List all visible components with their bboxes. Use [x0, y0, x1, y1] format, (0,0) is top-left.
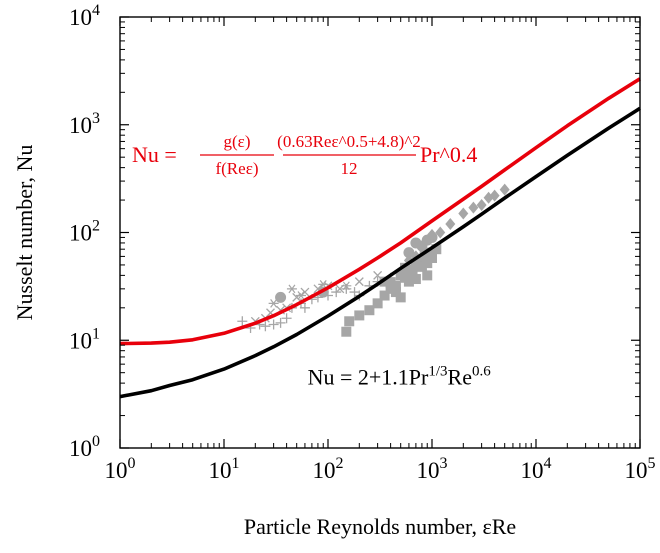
y-tick-label: 100 — [69, 433, 100, 461]
scatter-point-square — [379, 290, 390, 301]
red-eq-frac1-num: g(ε) — [224, 132, 251, 151]
tick-layer: 100 101 102 103 104 105 100 101 102 103 104 — [69, 2, 656, 483]
scatter-point-diamond — [476, 198, 487, 211]
curve-layer — [119, 77, 641, 399]
x-tick-label: 105 — [625, 455, 656, 483]
black-curve — [119, 106, 641, 399]
scatter-point-diamond — [458, 207, 469, 220]
label-layer: Particle Reynolds number, εRe Nusselt nu… — [12, 145, 516, 539]
x-tick-label: 102 — [313, 455, 344, 483]
scatter-point-square — [379, 276, 390, 287]
scatter-point-square — [399, 262, 410, 273]
scatter-point-diamond — [483, 191, 494, 204]
red-eq-lhs: Nu = — [132, 142, 177, 167]
scatter-point-plus — [237, 316, 248, 327]
scatter-point-square — [385, 277, 396, 288]
scatter-point-square — [344, 316, 355, 327]
black-curve-equation: Nu = 2+1.1Pr1/3Re0.6 — [308, 364, 492, 390]
scatter-point-diamond — [499, 183, 510, 196]
scatter-point-square — [416, 261, 427, 272]
x-tick-label: 103 — [417, 455, 448, 483]
scatter-point-square — [390, 280, 401, 291]
y-tick-label: 104 — [69, 2, 100, 30]
scatter-point-asterisk — [286, 284, 297, 294]
y-tick-label: 101 — [69, 325, 100, 353]
y-tick-label: 102 — [69, 218, 100, 246]
scatter-point-asterisk — [318, 280, 329, 289]
scatter-point-square — [372, 298, 383, 309]
scatter-point-diamond — [435, 226, 446, 239]
y-tick-label: 103 — [69, 110, 100, 138]
scatter-point-diamond — [468, 201, 479, 214]
red-curve-equation: Nu = g(ε) f(Reε) (0.63Reε^0.5+4.8)^2 12 Pr^0.… — [132, 132, 477, 178]
scatter-point-x — [354, 277, 364, 287]
scatter-point-square — [390, 287, 401, 298]
red-eq-rhs: Pr^0.4 — [420, 142, 477, 167]
scatter-point-square — [364, 305, 375, 316]
scatter-point-x — [292, 292, 302, 302]
scatter-point-square — [403, 276, 414, 287]
scatter-point-square — [395, 270, 406, 281]
scatter-point-diamond — [445, 217, 456, 230]
red-curve — [119, 77, 641, 346]
scatter-point-asterisk — [341, 281, 352, 291]
scatter-point-circle — [275, 291, 287, 303]
red-eq-frac2-num: (0.63Reε^0.5+4.8)^2 — [277, 132, 421, 151]
scatter-point-square — [395, 292, 406, 303]
x-tick-label: 104 — [521, 455, 552, 483]
scatter-point-plus — [260, 321, 271, 332]
scatter-point-square — [341, 326, 352, 337]
y-axis-label: Nusselt number, Nu — [12, 145, 37, 321]
scatter-point-plus — [323, 290, 333, 301]
scatter-point-plus — [268, 319, 279, 330]
scatter-point-asterisk — [268, 298, 279, 308]
annotation-layer: Nu = 2+1.1Pr1/3Re0.6 Nu = g(ε) f(Reε) (0.63R… — [132, 132, 491, 390]
scatter-point-diamond — [427, 228, 437, 241]
scatter-point-square — [410, 274, 421, 285]
scatter-point-square — [422, 258, 433, 269]
scatter-point-plus — [281, 313, 292, 324]
scatter-point-plus — [275, 317, 286, 328]
scatter-point-plus — [299, 302, 310, 313]
scatter-point-square — [385, 283, 396, 294]
red-eq-frac2-den: 12 — [341, 159, 358, 178]
scatter-point-square — [424, 247, 435, 258]
scatter-point-x — [373, 270, 383, 280]
x-tick-label: 101 — [209, 455, 240, 483]
scatter-point-square — [431, 244, 442, 255]
x-axis-label: Particle Reynolds number, εRe — [244, 514, 516, 539]
scatter-point-square — [414, 255, 425, 266]
red-eq-frac1-den: f(Reε) — [215, 159, 258, 178]
scatter-point-circle — [403, 247, 415, 259]
x-tick-label: 100 — [105, 455, 136, 483]
scatter-point-square — [422, 270, 433, 281]
scatter-point-asterisk — [295, 291, 306, 300]
scatter-point-square — [427, 252, 437, 263]
scatter-point-square — [354, 310, 365, 321]
